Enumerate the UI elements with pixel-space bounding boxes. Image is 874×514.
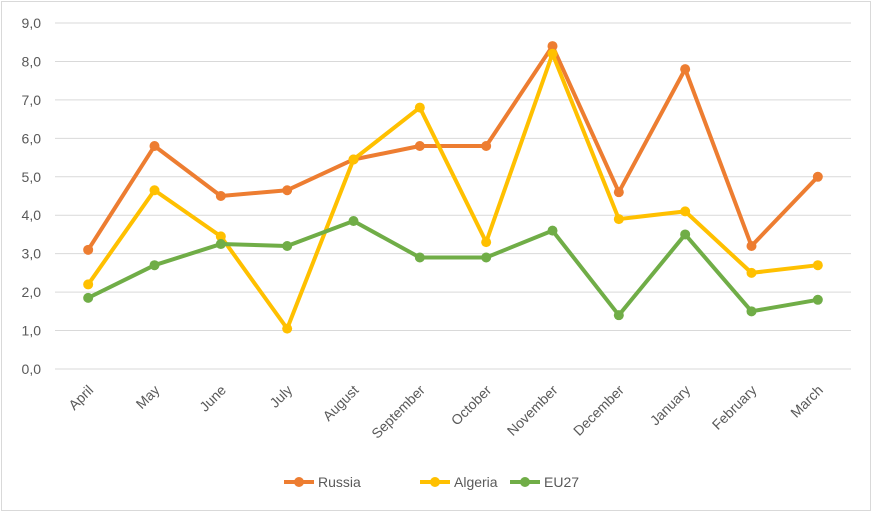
data-point-eu27 xyxy=(149,260,160,271)
data-point-algeria xyxy=(547,48,558,59)
legend-label-russia: Russia xyxy=(318,474,361,490)
series-line-russia xyxy=(86,44,820,252)
data-point-algeria xyxy=(613,214,624,225)
x-tick-label: November xyxy=(504,382,561,439)
series-line-algeria xyxy=(86,51,820,331)
series-line-eu27 xyxy=(86,218,820,318)
x-tick-label: May xyxy=(133,382,163,412)
data-point-russia xyxy=(547,41,558,52)
legend-label-algeria: Algeria xyxy=(454,474,498,490)
data-point-algeria xyxy=(348,154,359,165)
y-axis-tick-labels: 0,0 1,0 2,0 3,0 4,0 5,0 6,0 7,0 8,0 9,0 xyxy=(22,15,42,377)
data-point-russia xyxy=(414,141,425,152)
x-tick-label: March xyxy=(787,382,826,421)
y-tick-label: 0,0 xyxy=(22,361,42,377)
data-point-eu27 xyxy=(547,225,558,236)
x-tick-label: September xyxy=(368,382,428,442)
legend-label-eu27: EU27 xyxy=(544,474,579,490)
data-point-algeria xyxy=(215,231,226,242)
data-point-russia xyxy=(481,141,492,152)
data-point-eu27 xyxy=(83,292,94,303)
series-russia xyxy=(83,41,823,255)
data-point-algeria xyxy=(83,279,94,290)
data-point-eu27 xyxy=(215,239,226,250)
legend-entry-eu27: EU27 xyxy=(510,474,579,490)
x-tick-label: December xyxy=(570,382,627,439)
x-tick-label: January xyxy=(647,382,694,429)
data-point-eu27 xyxy=(414,252,425,263)
data-point-algeria xyxy=(282,323,293,334)
legend-marker-eu27 xyxy=(520,477,530,487)
x-tick-label: June xyxy=(196,382,229,415)
data-point-eu27 xyxy=(282,240,293,251)
legend-marker-algeria xyxy=(430,477,440,487)
x-tick-label: July xyxy=(266,382,295,411)
x-tick-label: April xyxy=(65,382,96,413)
x-tick-label: February xyxy=(709,382,760,433)
y-tick-label: 1,0 xyxy=(22,323,42,339)
data-point-russia xyxy=(746,240,757,251)
data-point-eu27 xyxy=(812,294,823,305)
data-point-russia xyxy=(613,187,624,198)
y-tick-label: 9,0 xyxy=(22,15,42,31)
data-point-russia xyxy=(282,185,293,196)
gridlines xyxy=(55,22,851,370)
data-point-russia xyxy=(149,141,160,152)
series-algeria xyxy=(83,48,823,334)
data-point-eu27 xyxy=(746,306,757,317)
data-point-eu27 xyxy=(680,229,691,240)
data-point-russia xyxy=(83,244,94,255)
data-point-eu27 xyxy=(613,310,624,321)
x-tick-label: August xyxy=(319,382,361,424)
y-tick-label: 3,0 xyxy=(22,246,42,262)
y-tick-label: 8,0 xyxy=(22,53,42,69)
data-point-algeria xyxy=(746,267,757,278)
y-tick-label: 7,0 xyxy=(22,92,42,108)
x-axis-tick-labels: April May June July August September October No… xyxy=(65,382,826,442)
legend-marker-russia xyxy=(294,477,304,487)
series-eu27 xyxy=(83,215,823,321)
data-point-russia xyxy=(680,64,691,75)
data-point-eu27 xyxy=(481,252,492,263)
x-tick-label: October xyxy=(448,382,495,429)
y-tick-label: 6,0 xyxy=(22,130,42,146)
data-point-eu27 xyxy=(348,215,359,226)
data-point-algeria xyxy=(812,260,823,271)
y-tick-label: 4,0 xyxy=(22,207,42,223)
data-point-russia xyxy=(215,191,226,201)
legend-entry-algeria: Algeria xyxy=(420,474,498,490)
series-group xyxy=(83,41,823,334)
y-tick-label: 5,0 xyxy=(22,169,42,185)
data-point-algeria xyxy=(414,102,425,113)
data-point-algeria xyxy=(149,185,160,196)
data-point-russia xyxy=(812,171,823,182)
data-point-algeria xyxy=(481,237,492,248)
data-point-algeria xyxy=(680,206,691,217)
legend: Russia Algeria EU27 xyxy=(284,474,579,490)
y-tick-label: 2,0 xyxy=(22,284,42,300)
legend-entry-russia: Russia xyxy=(284,474,361,490)
